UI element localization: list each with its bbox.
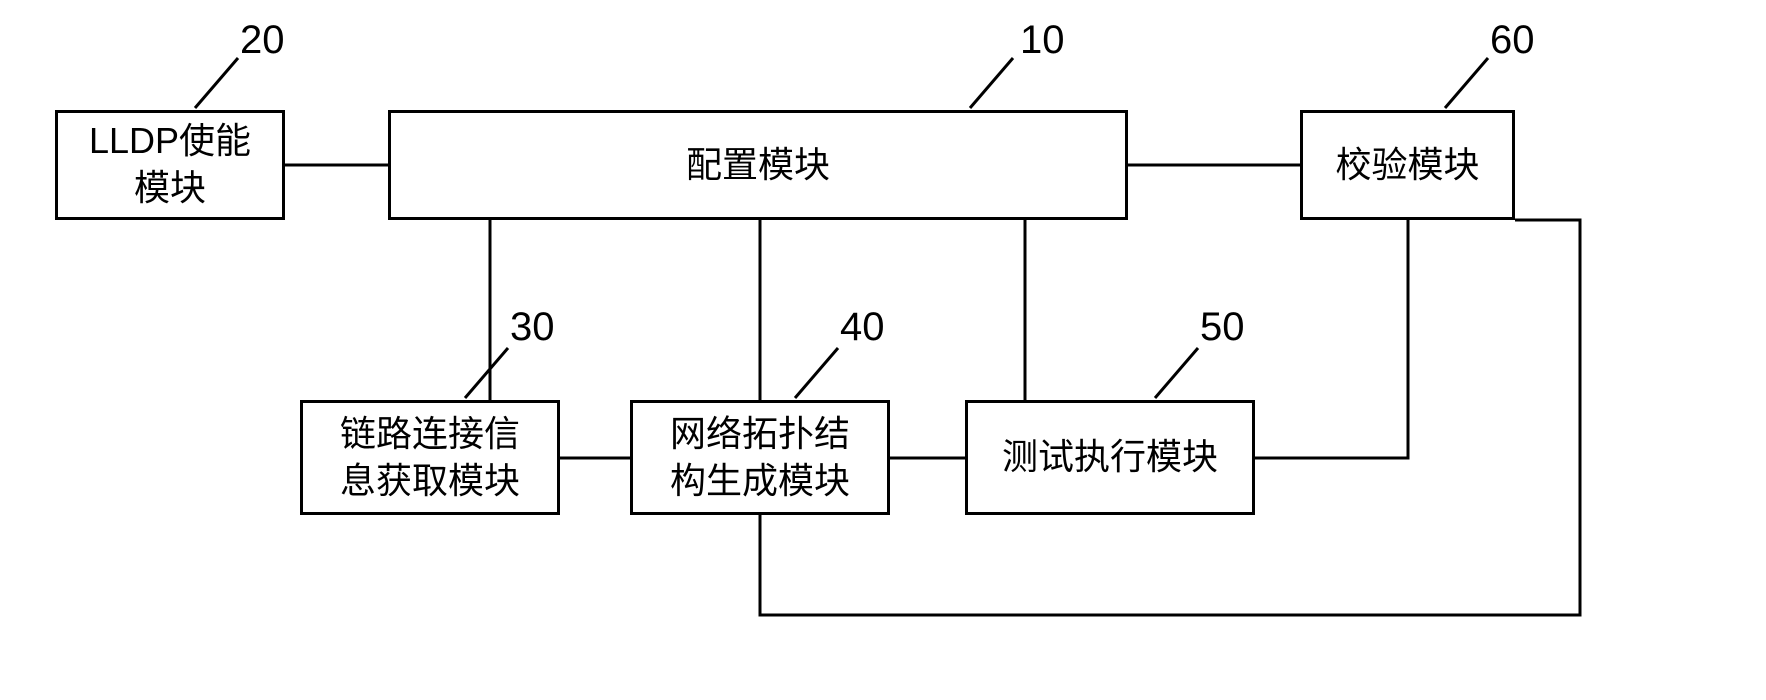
link-num-label: 30 xyxy=(510,305,555,350)
lldp-label: LLDP使能模块 xyxy=(89,118,251,212)
verify-label: 校验模块 xyxy=(1335,142,1479,189)
verify-num-label: 60 xyxy=(1490,18,1535,63)
block-diagram: LLDP使能模块 20 配置模块 10 校验模块 60 链路连接信息获取模块 3… xyxy=(0,0,1766,700)
config-num-label: 10 xyxy=(1020,18,1065,63)
config-module-box: 配置模块 xyxy=(388,110,1128,220)
connectors-svg xyxy=(0,0,1766,700)
lldp-num-label: 20 xyxy=(240,18,285,63)
test-exec-module-box: 测试执行模块 xyxy=(965,400,1255,515)
topo-label: 网络拓扑结构生成模块 xyxy=(670,411,850,505)
topo-num-label: 40 xyxy=(840,305,885,350)
config-label: 配置模块 xyxy=(686,142,830,189)
link-info-module-box: 链路连接信息获取模块 xyxy=(300,400,560,515)
topology-module-box: 网络拓扑结构生成模块 xyxy=(630,400,890,515)
verify-module-box: 校验模块 xyxy=(1300,110,1515,220)
test-num-label: 50 xyxy=(1200,305,1245,350)
link-label: 链路连接信息获取模块 xyxy=(340,411,520,505)
lldp-enable-module-box: LLDP使能模块 xyxy=(55,110,285,220)
test-label: 测试执行模块 xyxy=(1002,434,1218,481)
